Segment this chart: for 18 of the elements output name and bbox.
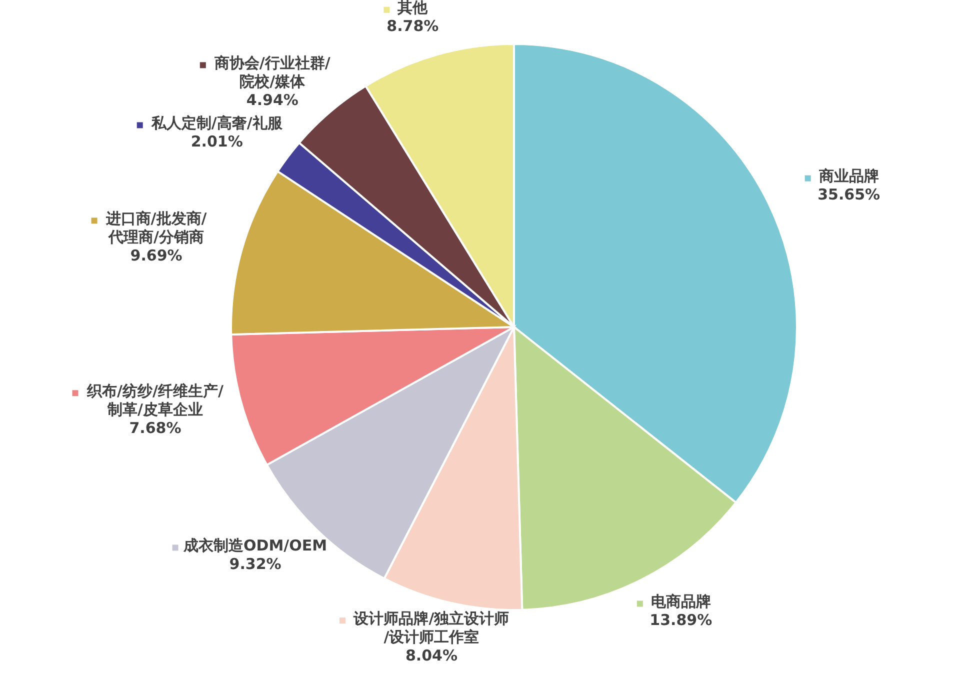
data-label: 8.04% <box>405 646 458 664</box>
data-label: 2.01% <box>190 132 243 150</box>
data-label: 4.94% <box>246 90 298 109</box>
legend-label: 织布/纺纱/纤维生产/ 制革/皮草企业 <box>86 382 224 418</box>
legend-label: 设计师品牌/独立设计师 /设计师工作室 <box>352 609 510 646</box>
legend-label: 私人定制/高奢/礼服 <box>150 114 284 132</box>
data-label: 9.32% <box>229 554 282 573</box>
legend-label: 商业品牌 <box>818 167 879 186</box>
data-label: 35.65% <box>818 186 880 204</box>
legend-label: 其他 <box>396 0 429 17</box>
legend-label: 成衣制造ODM/OEM <box>182 536 328 554</box>
data-label: 9.69% <box>130 246 182 264</box>
data-label: 13.89% <box>650 610 712 629</box>
legend-label: 商协会/行业社群/ 院校/媒体 <box>213 54 331 90</box>
data-label: 8.78% <box>386 17 439 36</box>
legend-label: 电商品牌 <box>650 592 711 610</box>
legend-label: 进口商/批发商/ 代理商/分销商 <box>104 209 208 246</box>
data-label: 7.68% <box>129 418 182 437</box>
